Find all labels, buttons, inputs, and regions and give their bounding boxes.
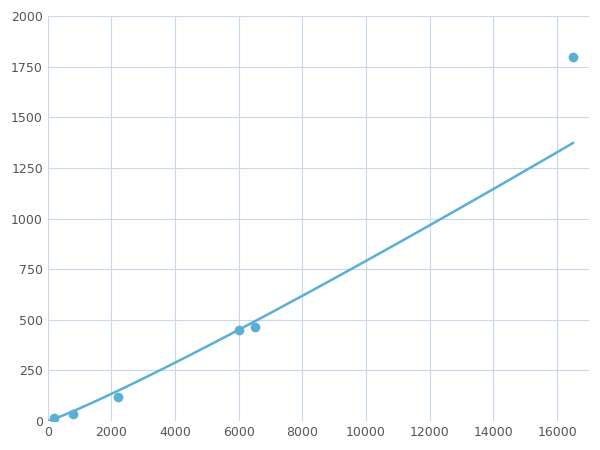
Point [568,53,578,60]
Point [113,393,122,400]
Point [234,326,244,333]
Point [49,414,59,422]
Point [68,410,78,418]
Point [250,323,260,330]
